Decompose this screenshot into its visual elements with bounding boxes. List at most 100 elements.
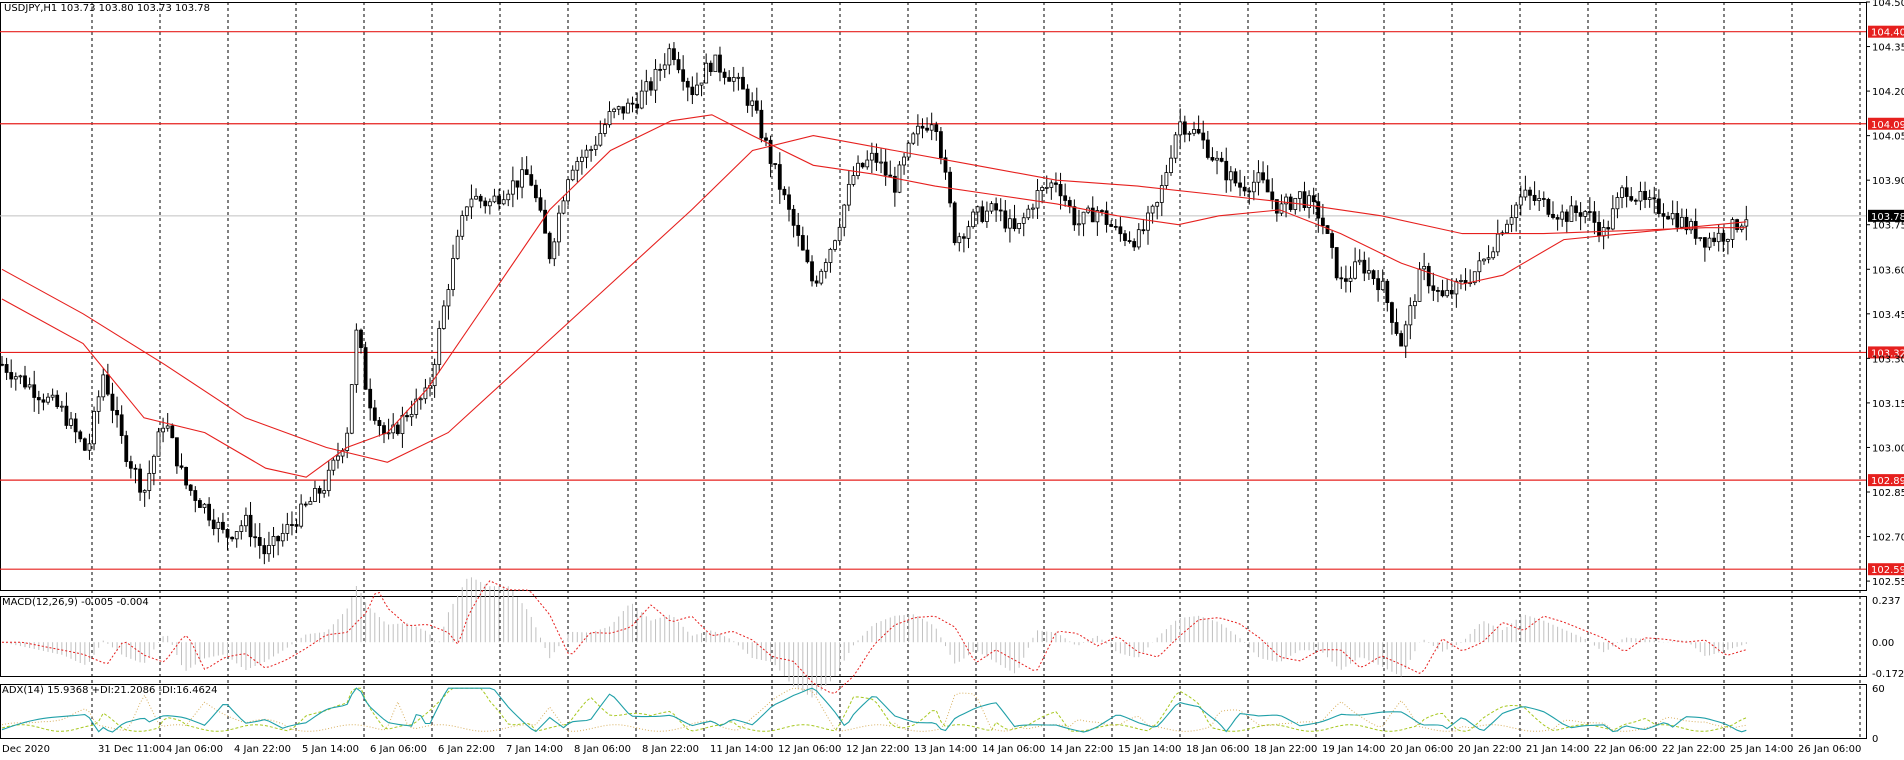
candle-body	[846, 183, 851, 206]
candle-body	[271, 536, 276, 546]
candle-body	[635, 103, 640, 109]
candle-body	[1413, 300, 1417, 307]
candle-body	[1486, 257, 1491, 260]
candle-body	[41, 399, 46, 403]
candle-body	[1514, 204, 1519, 219]
level-price-label: 104.40	[1871, 28, 1904, 39]
candle-body	[1362, 259, 1367, 274]
candle-body	[1233, 171, 1238, 184]
candle-body	[1610, 208, 1615, 230]
candle-body	[856, 162, 860, 176]
candle-body	[782, 188, 787, 196]
candle-body	[1187, 132, 1192, 135]
candle-body	[1569, 205, 1574, 222]
candle-body	[0, 363, 4, 366]
candle-body	[1380, 280, 1385, 291]
adx-panel: 60 0	[1, 684, 1885, 745]
candle-body	[1132, 241, 1137, 248]
candle-body	[662, 64, 667, 70]
candle-body	[975, 206, 980, 213]
candle-body	[1532, 194, 1537, 202]
price-tick-label: 103.15	[1872, 399, 1904, 410]
candle-body	[1399, 333, 1404, 347]
time-tick-label: 14 Jan 06:00	[982, 744, 1045, 755]
candle-body	[547, 232, 552, 260]
macd-frame-border	[0, 596, 1867, 677]
candle-body	[851, 175, 856, 185]
level-price-tag	[1868, 25, 1904, 38]
candle-body	[612, 108, 617, 112]
candle-body	[676, 59, 681, 71]
candle-body	[952, 202, 957, 244]
time-tick-label: 14 Jan 22:00	[1050, 744, 1113, 755]
candle-body	[1003, 210, 1008, 229]
candle-body	[649, 81, 653, 91]
candle-body	[1270, 191, 1275, 200]
candle-body	[1256, 172, 1261, 183]
candle-body	[1334, 247, 1339, 279]
macd-signal-line	[2, 580, 1747, 694]
candle-body	[359, 329, 363, 348]
main-frame-border	[0, 2, 1867, 591]
candle-body	[584, 149, 589, 158]
time-tick-label: 13 Jan 14:00	[914, 744, 977, 755]
candle-body	[59, 405, 64, 408]
candle-body	[1698, 237, 1703, 239]
price-tick-label: 103.30	[1872, 354, 1904, 365]
chart-title: USDJPY,H1 103.73 103.80 103.73 103.78	[4, 3, 210, 14]
level-price-label: 102.59	[1871, 565, 1904, 576]
moving-averages	[1, 114, 1747, 478]
candle-body	[1353, 261, 1358, 279]
candle-body	[906, 142, 911, 158]
time-tick-label: 21 Jan 14:00	[1526, 744, 1589, 755]
candle-body	[280, 532, 285, 542]
candle-body	[1081, 211, 1086, 225]
candle-body	[957, 236, 962, 244]
candle-body	[73, 418, 78, 433]
candle-body	[1040, 187, 1045, 191]
candle-body	[695, 84, 699, 96]
candle-body	[285, 524, 290, 534]
candle-body	[1491, 251, 1496, 259]
candle-body	[446, 289, 451, 307]
candle-body	[1063, 195, 1068, 201]
moving-average-line	[1, 114, 1747, 478]
candle-body	[810, 261, 814, 282]
candle-body	[860, 162, 865, 168]
candle-body	[441, 305, 446, 329]
candle-body	[326, 469, 331, 492]
candle-body	[1182, 121, 1187, 135]
candle-body	[1201, 132, 1206, 141]
candle-body	[506, 193, 511, 201]
time-tick-label: 22 Jan 22:00	[1662, 744, 1725, 755]
candle-body	[1560, 211, 1565, 220]
price-tick-label: 103.60	[1872, 265, 1904, 276]
candle-body	[1021, 217, 1026, 224]
price-tick-label: 102.70	[1872, 533, 1904, 544]
macd-tick-label: 0.00	[1872, 638, 1894, 649]
candle-body	[667, 48, 672, 66]
candle-body	[750, 100, 755, 106]
time-tick-label: 18 Jan 06:00	[1186, 744, 1249, 755]
candle-body	[1274, 199, 1279, 214]
candle-body	[1656, 198, 1661, 214]
candle-body	[1017, 222, 1022, 230]
candle-body	[244, 514, 248, 527]
candle-body	[1031, 207, 1035, 210]
candle-body	[1284, 196, 1288, 205]
candle-body	[533, 184, 538, 199]
candle-body	[151, 455, 156, 474]
candle-body	[1376, 278, 1381, 291]
candle-body	[1643, 190, 1647, 200]
macd-label: MACD(12,26,9) -0.005 -0.004	[2, 597, 149, 608]
candle-body	[1320, 217, 1325, 226]
level-price-tag	[1868, 474, 1904, 487]
candle-body	[460, 215, 465, 237]
time-tick-label: 6 Jan 22:00	[438, 744, 495, 755]
candle-body	[161, 427, 165, 433]
price-tick-label: 102.85	[1872, 488, 1904, 499]
candle-body	[727, 77, 732, 82]
minus-di-line	[1, 687, 1747, 732]
candle-body	[492, 195, 497, 203]
candle-body	[1150, 205, 1155, 214]
